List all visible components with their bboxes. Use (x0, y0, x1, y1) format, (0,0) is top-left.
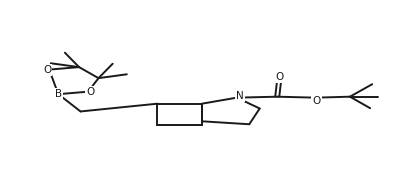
Text: O: O (312, 96, 320, 106)
Text: N: N (236, 91, 244, 101)
Text: O: O (43, 65, 51, 75)
Text: B: B (55, 89, 62, 99)
Text: O: O (275, 72, 283, 82)
Text: O: O (86, 87, 94, 97)
